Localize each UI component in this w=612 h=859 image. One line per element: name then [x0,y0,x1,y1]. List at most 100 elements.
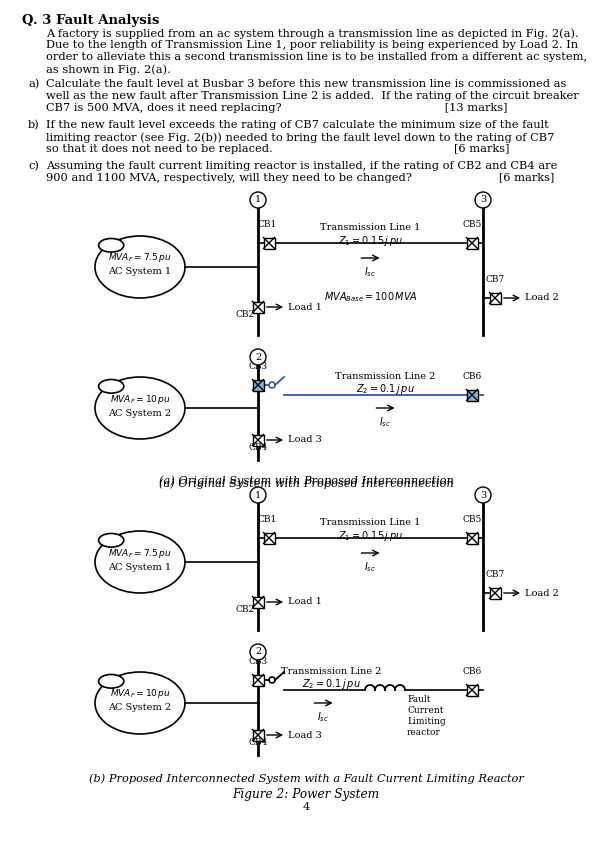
Text: (a) Original System with Proposed Interconnection: (a) Original System with Proposed Interc… [159,475,453,485]
Text: Due to the length of Transmission Line 1, poor reliability is being experienced : Due to the length of Transmission Line 1… [46,40,578,50]
Text: $I_{sc}$: $I_{sc}$ [318,710,329,724]
Circle shape [475,487,491,503]
Text: AC System 2: AC System 2 [108,704,171,712]
Text: CB5: CB5 [462,515,482,524]
Ellipse shape [99,674,124,688]
Text: CB7 is 500 MVA, does it need replacing?                                         : CB7 is 500 MVA, does it need replacing? [46,103,507,113]
Text: CB2: CB2 [236,310,255,319]
Bar [466,389,477,400]
Bar [264,237,275,248]
Text: a): a) [28,79,39,89]
Text: AC System 1: AC System 1 [108,267,171,277]
Bar [490,293,501,303]
Text: $Z_2 = 0.1\,j\,pu$: $Z_2 = 0.1\,j\,pu$ [302,677,361,691]
Text: CB5: CB5 [462,220,482,229]
Text: $I_{sc}$: $I_{sc}$ [365,560,376,574]
Text: CB7: CB7 [485,570,505,579]
Text: 900 and 1100 MVA, respectively, will they need to be changed?                   : 900 and 1100 MVA, respectively, will the… [46,173,554,183]
Bar [264,533,275,544]
Circle shape [475,192,491,208]
Text: Q. 3 Fault Analysis: Q. 3 Fault Analysis [22,14,159,27]
Bar [253,729,264,740]
Text: If the new fault level exceeds the rating of CB7 calculate the minimum size of t: If the new fault level exceeds the ratin… [46,120,549,130]
Text: $I_{sc}$: $I_{sc}$ [379,415,392,429]
Text: $MVA_{Base} = 100\,MVA$: $MVA_{Base} = 100\,MVA$ [324,290,417,304]
Text: Load 3: Load 3 [288,436,322,444]
Text: b): b) [28,120,40,131]
Ellipse shape [95,672,185,734]
Text: Load 1: Load 1 [288,302,322,312]
Text: AC System 1: AC System 1 [108,563,171,571]
Text: CB4: CB4 [248,443,267,452]
Text: $MVA_F = 7.5\,pu$: $MVA_F = 7.5\,pu$ [108,546,172,559]
Text: 3: 3 [480,490,486,499]
Text: CB6: CB6 [463,372,482,381]
Text: $MVA_F = 10\,pu$: $MVA_F = 10\,pu$ [110,687,171,700]
Ellipse shape [95,531,185,593]
Text: reactor: reactor [407,728,441,737]
Text: Limiting: Limiting [407,717,446,726]
Text: CB1: CB1 [258,515,277,524]
Circle shape [250,192,266,208]
Circle shape [250,349,266,365]
Text: AC System 2: AC System 2 [108,409,171,417]
Text: $Z_1 = 0.15\,j\,pu$: $Z_1 = 0.15\,j\,pu$ [338,529,403,543]
Ellipse shape [99,239,124,253]
Bar [253,380,264,391]
Ellipse shape [99,533,124,547]
Bar [253,302,264,313]
Text: Load 2: Load 2 [525,294,559,302]
Circle shape [269,677,275,683]
Text: $Z_2 = 0.1\,j\,pu$: $Z_2 = 0.1\,j\,pu$ [356,382,415,396]
Bar [466,237,477,248]
Bar [490,588,501,599]
Text: as shown in Fig. 2(a).: as shown in Fig. 2(a). [46,64,171,75]
Text: well as the new fault after Transmission Line 2 is added.  If the rating of the : well as the new fault after Transmission… [46,91,579,101]
Bar [253,435,264,446]
Bar [466,533,477,544]
Text: CB2: CB2 [236,605,255,614]
Text: Assuming the fault current limiting reactor is installed, if the rating of CB2 a: Assuming the fault current limiting reac… [46,161,558,171]
Text: 1: 1 [255,490,261,499]
Text: Figure 2: Power System: Figure 2: Power System [233,788,379,801]
Text: (b) Proposed Interconnected System with a Fault Current Limiting Reactor: (b) Proposed Interconnected System with … [89,773,523,783]
Text: $MVA_F = 7.5\,pu$: $MVA_F = 7.5\,pu$ [108,252,172,265]
Text: 4: 4 [302,802,310,812]
Text: 2: 2 [255,352,261,362]
Circle shape [269,382,275,388]
Text: CB3: CB3 [248,362,267,371]
Text: Load 3: Load 3 [288,730,322,740]
Text: 2: 2 [255,648,261,656]
Text: Transmission Line 1: Transmission Line 1 [320,518,420,527]
Bar [466,685,477,696]
Text: Calculate the fault level at Busbar 3 before this new transmission line is commi: Calculate the fault level at Busbar 3 be… [46,79,566,89]
Text: order to alleviate this a second transmission line is to be installed from a dif: order to alleviate this a second transmi… [46,52,587,62]
Text: Transmission Line 2: Transmission Line 2 [335,372,436,381]
Text: CB4: CB4 [248,738,267,747]
Circle shape [250,644,266,660]
Text: 1: 1 [255,196,261,204]
Bar [253,674,264,685]
Text: CB1: CB1 [258,220,277,229]
Text: Load 2: Load 2 [525,588,559,598]
Text: $Z_1 = 0.15\,j\,pu$: $Z_1 = 0.15\,j\,pu$ [338,234,403,248]
Text: Fault: Fault [407,695,430,704]
Text: 3: 3 [480,196,486,204]
Ellipse shape [95,377,185,439]
Text: Current: Current [407,706,444,715]
Bar [253,596,264,607]
Text: CB3: CB3 [248,657,267,666]
Text: c): c) [28,161,39,171]
Ellipse shape [95,236,185,298]
Text: Transmission Line 2: Transmission Line 2 [282,667,382,676]
Text: limiting reactor (see Fig. 2(b)) needed to bring the fault level down to the rat: limiting reactor (see Fig. 2(b)) needed … [46,132,554,143]
Text: Transmission Line 1: Transmission Line 1 [320,223,420,232]
Text: (a) Original System with Proposed Interconnection: (a) Original System with Proposed Interc… [159,478,453,489]
Text: Load 1: Load 1 [288,598,322,606]
Circle shape [250,487,266,503]
Ellipse shape [99,380,124,393]
Text: $MVA_F = 10\,pu$: $MVA_F = 10\,pu$ [110,393,171,405]
Text: A factory is supplied from an ac system through a transmission line as depicted : A factory is supplied from an ac system … [46,28,579,39]
Text: so that it does not need to be replaced.                                        : so that it does not need to be replaced. [46,144,510,154]
Text: $I_{sc}$: $I_{sc}$ [365,265,376,279]
